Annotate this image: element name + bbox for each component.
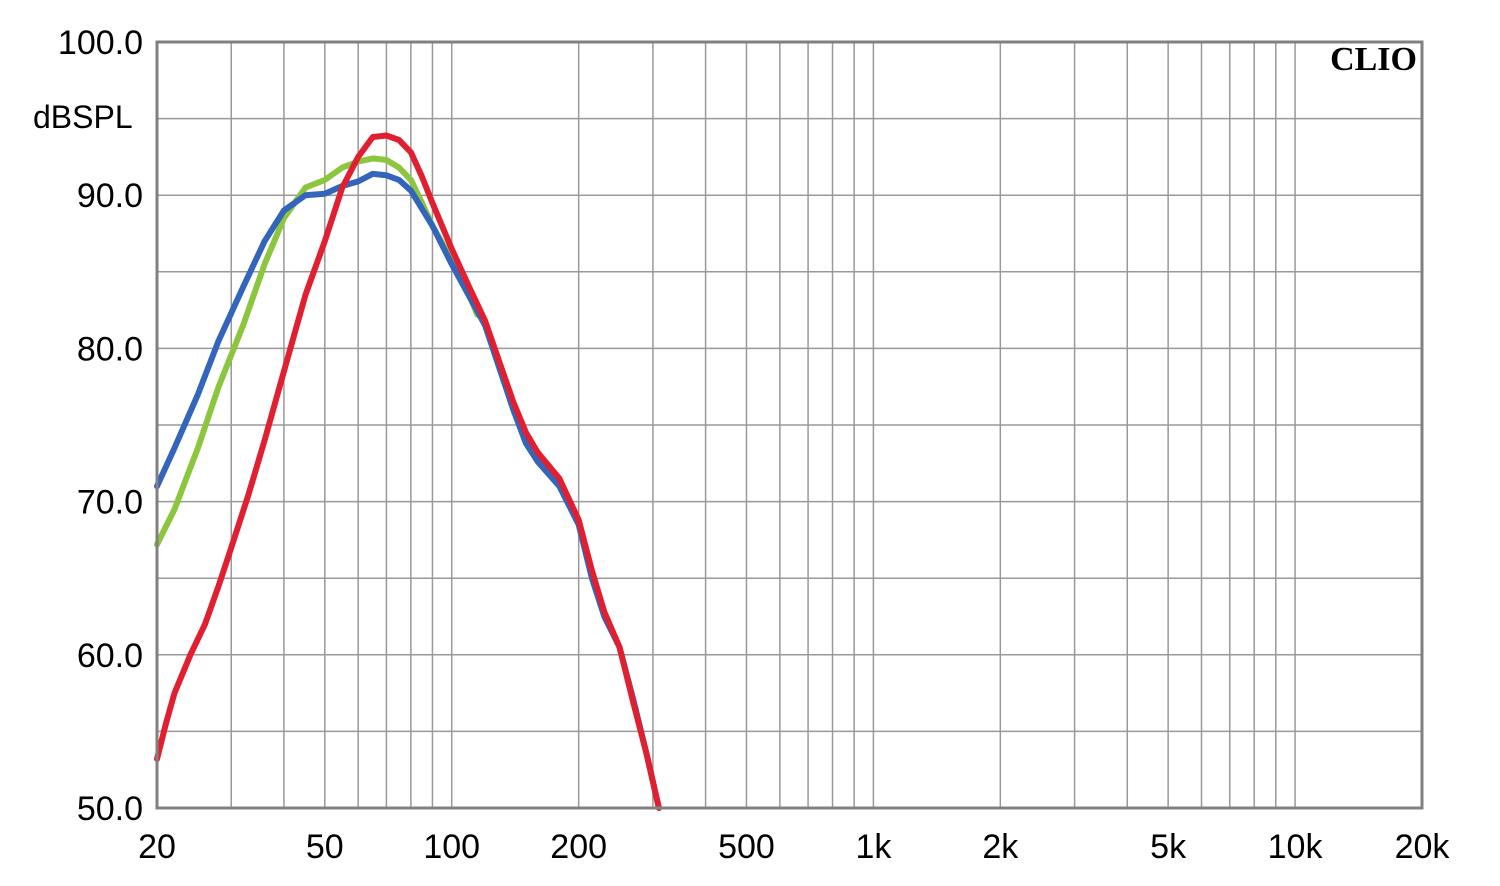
x-tick-label: 50 (306, 828, 344, 866)
y-tick-labels: 50.0 60.0 70.0 80.0 90.0 100.0 (58, 24, 143, 828)
x-tick-label: 2k (982, 828, 1019, 866)
x-tick-label: 10k (1268, 828, 1324, 866)
series-line-3 (154, 132, 662, 811)
x-tick-label: 20 (138, 828, 176, 866)
y-tick-label: 80.0 (77, 330, 143, 368)
y-tick-label: 70.0 (77, 484, 143, 522)
x-tick-label: 5k (1150, 828, 1187, 866)
x-tick-label: 1k (855, 828, 892, 866)
plot-frame (155, 40, 1424, 810)
brand-logo-text: CLIO (1330, 41, 1417, 78)
y-tick-label: 50.0 (77, 790, 143, 828)
major-gridlines (157, 117, 1422, 733)
x-tick-label: 20k (1395, 828, 1451, 866)
series-layer (154, 132, 662, 811)
y-axis-unit-label: dBSPL (33, 99, 133, 135)
x-tick-label: 100 (423, 828, 480, 866)
x-tick-label: 500 (718, 828, 775, 866)
x-tick-label: 200 (550, 828, 607, 866)
y-tick-label: 90.0 (77, 177, 143, 215)
x-tick-labels: 20 50 100 200 500 1k 2k 5k 10k 20k (138, 828, 1450, 866)
y-tick-label: 60.0 (77, 637, 143, 675)
y-tick-label: 100.0 (58, 24, 143, 62)
